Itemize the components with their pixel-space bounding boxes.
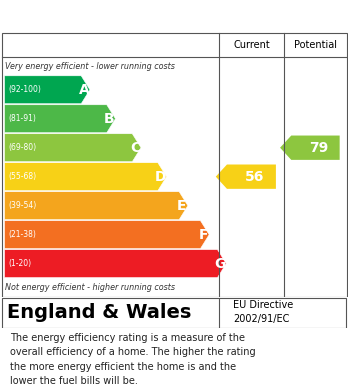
Text: The energy efficiency rating is a measure of the
overall efficiency of a home. T: The energy efficiency rating is a measur…	[10, 333, 256, 386]
Text: (1-20): (1-20)	[9, 259, 32, 268]
Text: (92-100): (92-100)	[9, 85, 41, 94]
Text: Potential: Potential	[294, 39, 337, 50]
Polygon shape	[5, 192, 188, 220]
Text: (39-54): (39-54)	[9, 201, 37, 210]
Text: C: C	[130, 141, 140, 155]
Polygon shape	[5, 105, 116, 133]
Text: 79: 79	[309, 141, 329, 155]
Text: (81-91): (81-91)	[9, 114, 37, 123]
Polygon shape	[5, 221, 209, 249]
Polygon shape	[5, 76, 90, 104]
Text: A: A	[79, 83, 89, 97]
Text: E: E	[177, 199, 187, 213]
Polygon shape	[280, 136, 340, 160]
Text: B: B	[104, 112, 115, 126]
Text: Very energy efficient - lower running costs: Very energy efficient - lower running co…	[5, 62, 175, 71]
Text: G: G	[215, 256, 226, 271]
Text: EU Directive
2002/91/EC: EU Directive 2002/91/EC	[233, 300, 293, 324]
Text: Current: Current	[233, 39, 270, 50]
Text: Energy Efficiency Rating: Energy Efficiency Rating	[10, 7, 240, 25]
Polygon shape	[5, 249, 226, 278]
Polygon shape	[5, 163, 167, 191]
Text: (69-80): (69-80)	[9, 143, 37, 152]
Text: D: D	[155, 170, 166, 184]
Text: 56: 56	[245, 170, 264, 184]
Polygon shape	[5, 134, 141, 161]
Text: (21-38): (21-38)	[9, 230, 37, 239]
Text: F: F	[198, 228, 208, 242]
Text: England & Wales: England & Wales	[7, 303, 191, 322]
Polygon shape	[216, 165, 276, 189]
Text: Not energy efficient - higher running costs: Not energy efficient - higher running co…	[5, 283, 175, 292]
Text: (55-68): (55-68)	[9, 172, 37, 181]
